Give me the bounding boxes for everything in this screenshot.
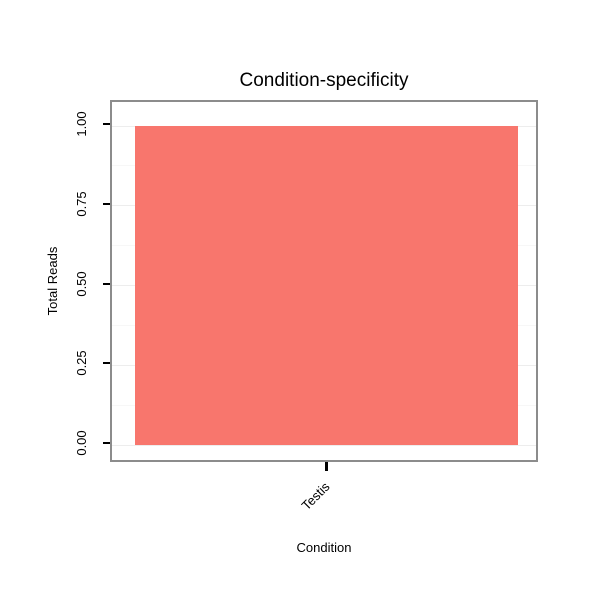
y-axis-label: Total Reads <box>45 246 60 316</box>
y-tick-label: 0.25 <box>74 350 89 376</box>
y-tick-mark <box>103 362 110 365</box>
y-tick-label: 0.00 <box>74 430 89 456</box>
x-tick-mark <box>325 462 328 471</box>
major-gridline <box>112 444 536 446</box>
y-tick-label: 1.00 <box>74 111 89 137</box>
chart-title: Condition-specificity <box>239 70 409 91</box>
x-tick-label: Testis <box>298 479 333 514</box>
bar-testis <box>135 126 518 445</box>
plot-panel <box>110 100 538 462</box>
x-axis-label: Condition <box>296 540 352 555</box>
y-tick-mark <box>103 282 110 285</box>
y-tick-label: 0.50 <box>74 270 89 297</box>
y-tick-mark <box>103 123 110 125</box>
y-tick-mark <box>103 202 110 205</box>
y-tick-label: 0.75 <box>74 191 89 217</box>
y-tick-mark <box>103 442 110 444</box>
